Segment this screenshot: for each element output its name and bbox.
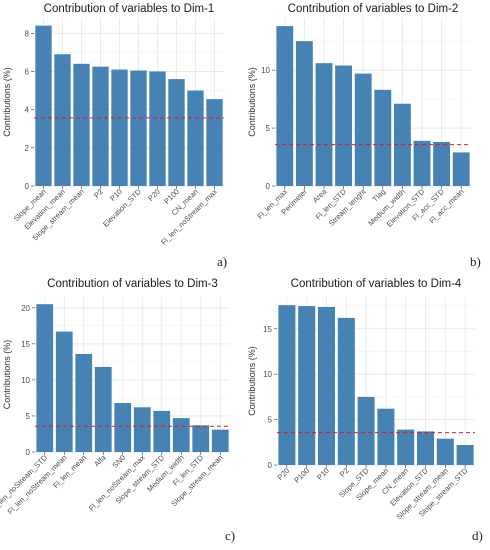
bar-P100 [298, 306, 316, 465]
y-tick-label: 5 [26, 412, 31, 421]
bar-Tlag [374, 89, 392, 186]
bar-CN_mean [397, 429, 415, 465]
y-tick-label: 15 [263, 325, 272, 334]
bar-Fl_len_noStream_STD [36, 304, 54, 452]
bar-Medium_width [172, 418, 190, 452]
chart-title: Contribution of variables to Dim-1 [44, 3, 215, 15]
bar-Elevation_STD [130, 70, 147, 186]
y-axis-label: Contributions (%) [2, 67, 12, 137]
bar-Fl_len_STD [335, 65, 353, 186]
chart-dim-1: Contribution of variables to Dim-1 Contri… [2, 3, 224, 247]
bar-Fl_len_noStream_max [133, 407, 151, 452]
bar-Perimeter [295, 41, 313, 187]
bar-Elevation_STD [413, 140, 431, 186]
y-tick-label: 10 [261, 66, 270, 75]
x-tick-label: P10 [108, 187, 124, 203]
x-tick-label: P100 [292, 466, 311, 485]
y-tick-label: 2 [25, 144, 30, 153]
x-tick-label: P20 [146, 187, 162, 203]
chart-title: Contribution of variables to Dim-4 [291, 278, 462, 290]
chart-title: Contribution of variables to Dim-2 [288, 3, 459, 15]
bar-Slope_stream_STD [456, 445, 474, 465]
bar-Elevation_mean [54, 54, 71, 186]
bar-Slope_mean [377, 408, 395, 465]
chart-dim-4: Contribution of variables to Dim-4 Contri… [247, 278, 475, 521]
bar-P20 [149, 71, 166, 186]
chart-dim-3: Contribution of variables to Dim-3 Contri… [0, 278, 230, 516]
x-tick-label: P2 [338, 466, 351, 479]
bar-Slope_stream_mean [73, 63, 90, 187]
x-tick-label: P10 [315, 466, 331, 482]
x-tick-label: Tlag [371, 187, 388, 204]
y-tick-label: 0 [26, 448, 31, 457]
panel-label-d: d) [472, 528, 483, 543]
y-axis-label: Contributions (%) [247, 346, 257, 416]
y-tick-label: 6 [25, 67, 30, 76]
y-tick-label: 10 [21, 376, 30, 385]
y-tick-label: 5 [268, 416, 273, 425]
y-tick-label: 8 [25, 29, 30, 38]
y-axis-label: Contributions (%) [247, 67, 257, 137]
y-tick-label: 4 [25, 106, 30, 115]
y-tick-label: 0 [25, 182, 30, 191]
bar-Fl_acc_mean [452, 152, 470, 186]
bar-Alfa [94, 366, 112, 452]
bar-P100 [168, 79, 185, 186]
bar-Elevation_STD [416, 431, 435, 465]
x-tick-label: SN0 [110, 453, 127, 470]
y-tick-label: 0 [266, 182, 271, 191]
bar-Fl_len_noStream_mean [55, 331, 73, 452]
bar-P10 [317, 306, 336, 465]
bar-Area [315, 63, 333, 187]
x-tick-label: Alfa [92, 452, 108, 468]
bar-CN_mean [187, 90, 204, 186]
bar-Slope_STD [357, 396, 375, 465]
bar-Slope_stream_STD [153, 410, 171, 452]
bar-Fl_len_mean [75, 353, 93, 452]
panel-label-c: c) [225, 528, 236, 543]
bar-Slope_mean [35, 25, 52, 186]
y-tick-label: 10 [263, 370, 272, 379]
y-axis-label: Contributions (%) [2, 340, 12, 410]
chart-title: Contribution of variables to Dim-3 [47, 278, 218, 290]
bar-Fl_len_noStream_max [206, 99, 223, 186]
bar-Fl_len_max [276, 26, 294, 186]
bar-P2 [337, 317, 355, 465]
bar-P10 [111, 69, 128, 186]
x-tick-label: P2 [92, 187, 105, 200]
panel-label-a: a) [217, 254, 228, 269]
chart-dim-2: Contribution of variables to Dim-2 Contri… [247, 3, 471, 229]
bar-Fl_len_STD [192, 425, 210, 452]
y-tick-label: 0 [268, 461, 273, 470]
panel-label-b: b) [470, 254, 481, 269]
bar-Fl_acc_STD [433, 141, 451, 186]
bar-P20 [278, 305, 296, 465]
bar-P2 [92, 66, 109, 186]
bar-SN0 [114, 402, 132, 452]
bar-Slope_stream_mean [436, 438, 454, 465]
bar-Stream_lenght [354, 73, 372, 186]
x-tick-label: P20 [276, 466, 292, 482]
bar-Slope_stream_mean [211, 429, 229, 452]
y-tick-label: 20 [21, 304, 30, 313]
y-tick-label: 5 [266, 124, 271, 133]
y-tick-label: 15 [21, 340, 30, 349]
